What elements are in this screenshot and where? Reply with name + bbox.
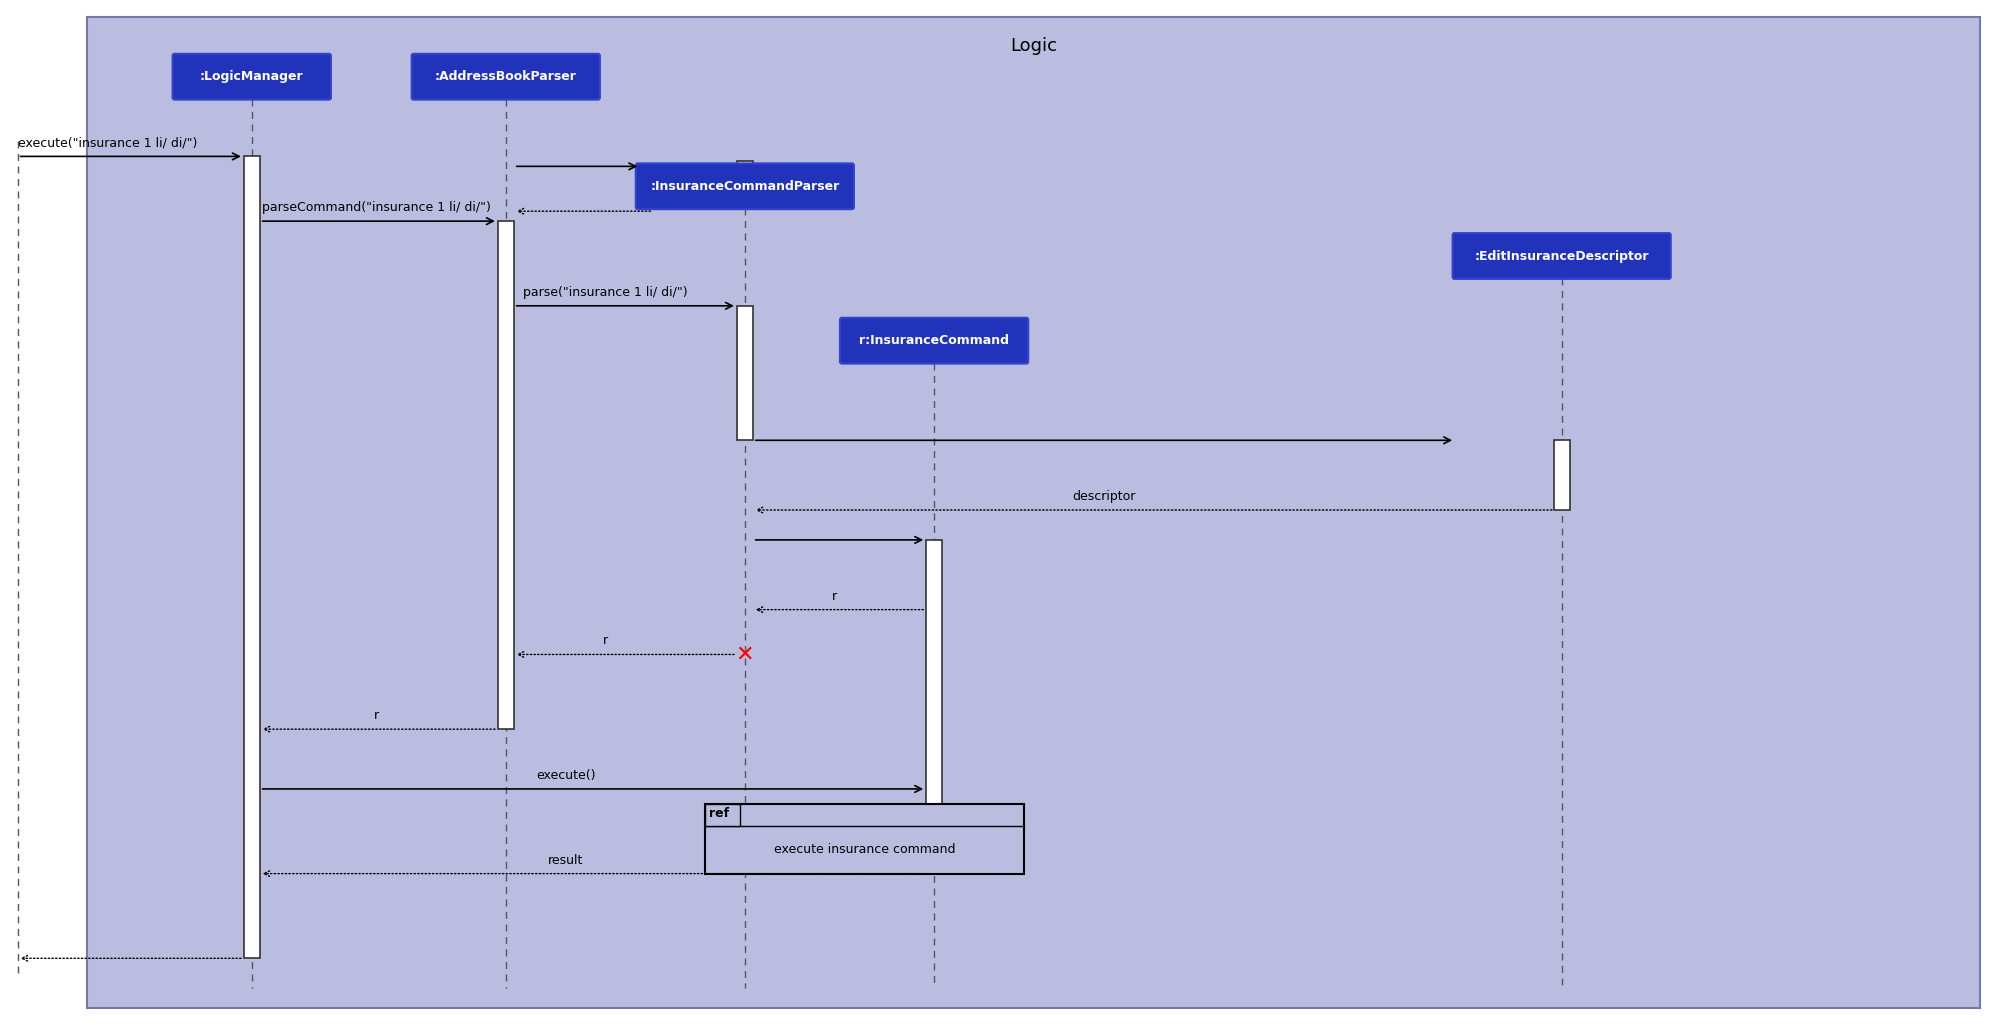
Text: :InsuranceCommandParser: :InsuranceCommandParser [651, 180, 840, 193]
Text: execute insurance command: execute insurance command [774, 843, 956, 856]
FancyBboxPatch shape [1453, 233, 1671, 279]
Bar [737, 306, 752, 440]
Bar [497, 221, 513, 729]
Text: :LogicManager: :LogicManager [200, 70, 303, 84]
Text: descriptor: descriptor [1072, 490, 1136, 503]
FancyBboxPatch shape [411, 54, 601, 99]
FancyBboxPatch shape [637, 163, 854, 210]
Bar [1553, 440, 1569, 510]
FancyBboxPatch shape [172, 54, 331, 99]
Text: r: r [373, 710, 379, 722]
Text: r: r [832, 590, 836, 602]
Text: parse("insurance 1 li/ di/"): parse("insurance 1 li/ di/") [523, 286, 689, 299]
Text: result: result [547, 853, 583, 867]
Bar [737, 161, 752, 207]
Bar [705, 804, 741, 825]
Bar [926, 540, 942, 869]
Text: ref: ref [709, 807, 729, 820]
Text: ✕: ✕ [737, 645, 754, 664]
Text: r: r [603, 634, 609, 648]
Text: parseCommand("insurance 1 li/ di/"): parseCommand("insurance 1 li/ di/") [261, 201, 491, 214]
Bar [705, 804, 1024, 874]
Text: r:InsuranceCommand: r:InsuranceCommand [858, 335, 1010, 347]
Text: :EditInsuranceDescriptor: :EditInsuranceDescriptor [1475, 250, 1649, 262]
FancyBboxPatch shape [840, 318, 1028, 364]
Text: :AddressBookParser: :AddressBookParser [435, 70, 577, 84]
Bar [244, 156, 259, 959]
Text: execute("insurance 1 li/ di/"): execute("insurance 1 li/ di/") [18, 136, 198, 150]
Text: Logic: Logic [1010, 37, 1058, 55]
Text: execute(): execute() [535, 769, 595, 782]
